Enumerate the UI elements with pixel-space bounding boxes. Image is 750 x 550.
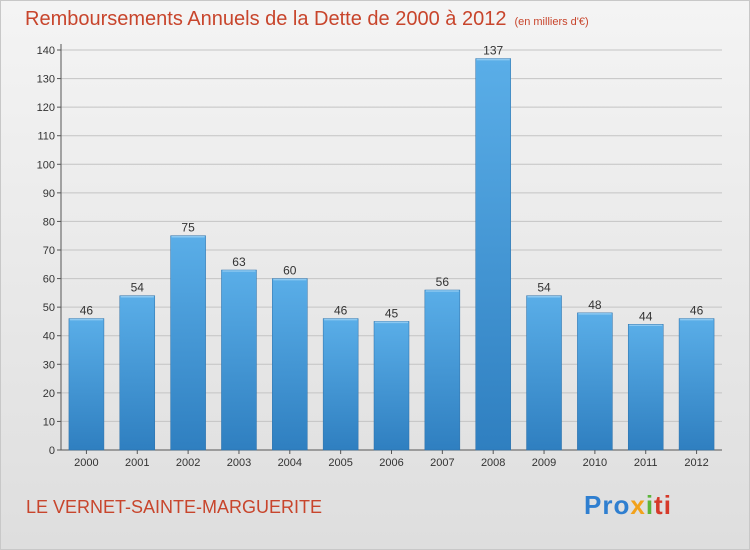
bar-2004 [272, 278, 308, 451]
x-tick-label-2004: 2004 [278, 457, 302, 469]
x-tick-label-2012: 2012 [684, 457, 708, 469]
x-tick-label-2009: 2009 [532, 457, 556, 469]
x-tick-label-2010: 2010 [583, 457, 607, 469]
data-label-2010: 48 [588, 298, 602, 312]
data-label-2011: 44 [639, 309, 653, 323]
data-label-2009: 54 [537, 281, 551, 295]
bar-2009 [526, 295, 562, 451]
bar-2001 [119, 295, 156, 451]
y-tick-label: 130 [37, 74, 55, 86]
y-tick-label: 100 [37, 159, 55, 171]
bar-2005 [322, 318, 359, 451]
x-tick-label-2005: 2005 [328, 457, 352, 469]
y-tick-label: 10 [43, 416, 55, 428]
bar-2011 [627, 324, 664, 451]
y-tick-label: 50 [43, 302, 55, 314]
data-label-2008: 137 [483, 44, 503, 58]
data-labels: 46 54 75 63 60 46 45 56 137 54 48 44 46 [80, 44, 704, 324]
data-label-2000: 46 [80, 304, 94, 318]
y-tick-label: 30 [43, 359, 55, 371]
x-tick-label-2006: 2006 [379, 457, 403, 469]
y-tick-label: 70 [43, 245, 55, 257]
data-label-2006: 45 [385, 306, 399, 320]
y-tick-label: 90 [43, 188, 55, 200]
y-tick-label: 110 [37, 131, 55, 143]
bar-2012 [678, 318, 715, 451]
bar-2006 [373, 321, 410, 451]
x-tick-label-2008: 2008 [481, 457, 505, 469]
bar-2007 [424, 289, 461, 451]
data-label-2007: 56 [436, 275, 450, 289]
y-tick-label: 80 [43, 216, 55, 228]
y-tick-label: 60 [43, 274, 55, 286]
data-label-2005: 46 [334, 304, 348, 318]
bars [68, 58, 715, 451]
x-tick-label-2000: 2000 [74, 457, 98, 469]
chart-title-text: Remboursements Annuels de la Dette de 20… [25, 8, 507, 30]
x-tick-label-2002: 2002 [176, 457, 200, 469]
proxiti-logo: Proxiti [584, 490, 672, 520]
data-label-2003: 63 [232, 255, 246, 269]
bar-2003 [221, 269, 257, 451]
y-tick-label: 140 [37, 45, 55, 57]
y-tick-label: 120 [37, 102, 55, 114]
x-tick-label-2011: 2011 [634, 457, 658, 469]
bar-2010 [577, 312, 613, 451]
data-label-2001: 54 [131, 281, 145, 295]
y-tick-label: 20 [43, 388, 55, 400]
bar-2000 [68, 318, 105, 451]
bar-2008 [475, 58, 511, 451]
y-tick-label: 40 [43, 331, 55, 343]
chart-title: Remboursements Annuels de la Dette de 20… [25, 8, 589, 31]
data-label-2002: 75 [181, 221, 195, 235]
commune-name: LE VERNET-SAINTE-MARGUERITE [26, 497, 323, 517]
chart-subtitle: (en milliers d'€) [514, 16, 589, 28]
x-tick-label-2003: 2003 [227, 457, 251, 469]
data-label-2004: 60 [283, 264, 297, 278]
x-tick-label-2007: 2007 [430, 457, 454, 469]
bar-2002 [170, 235, 206, 451]
data-label-2012: 46 [690, 304, 704, 318]
y-tick-label: 0 [49, 445, 55, 457]
x-tick-label-2001: 2001 [125, 457, 149, 469]
